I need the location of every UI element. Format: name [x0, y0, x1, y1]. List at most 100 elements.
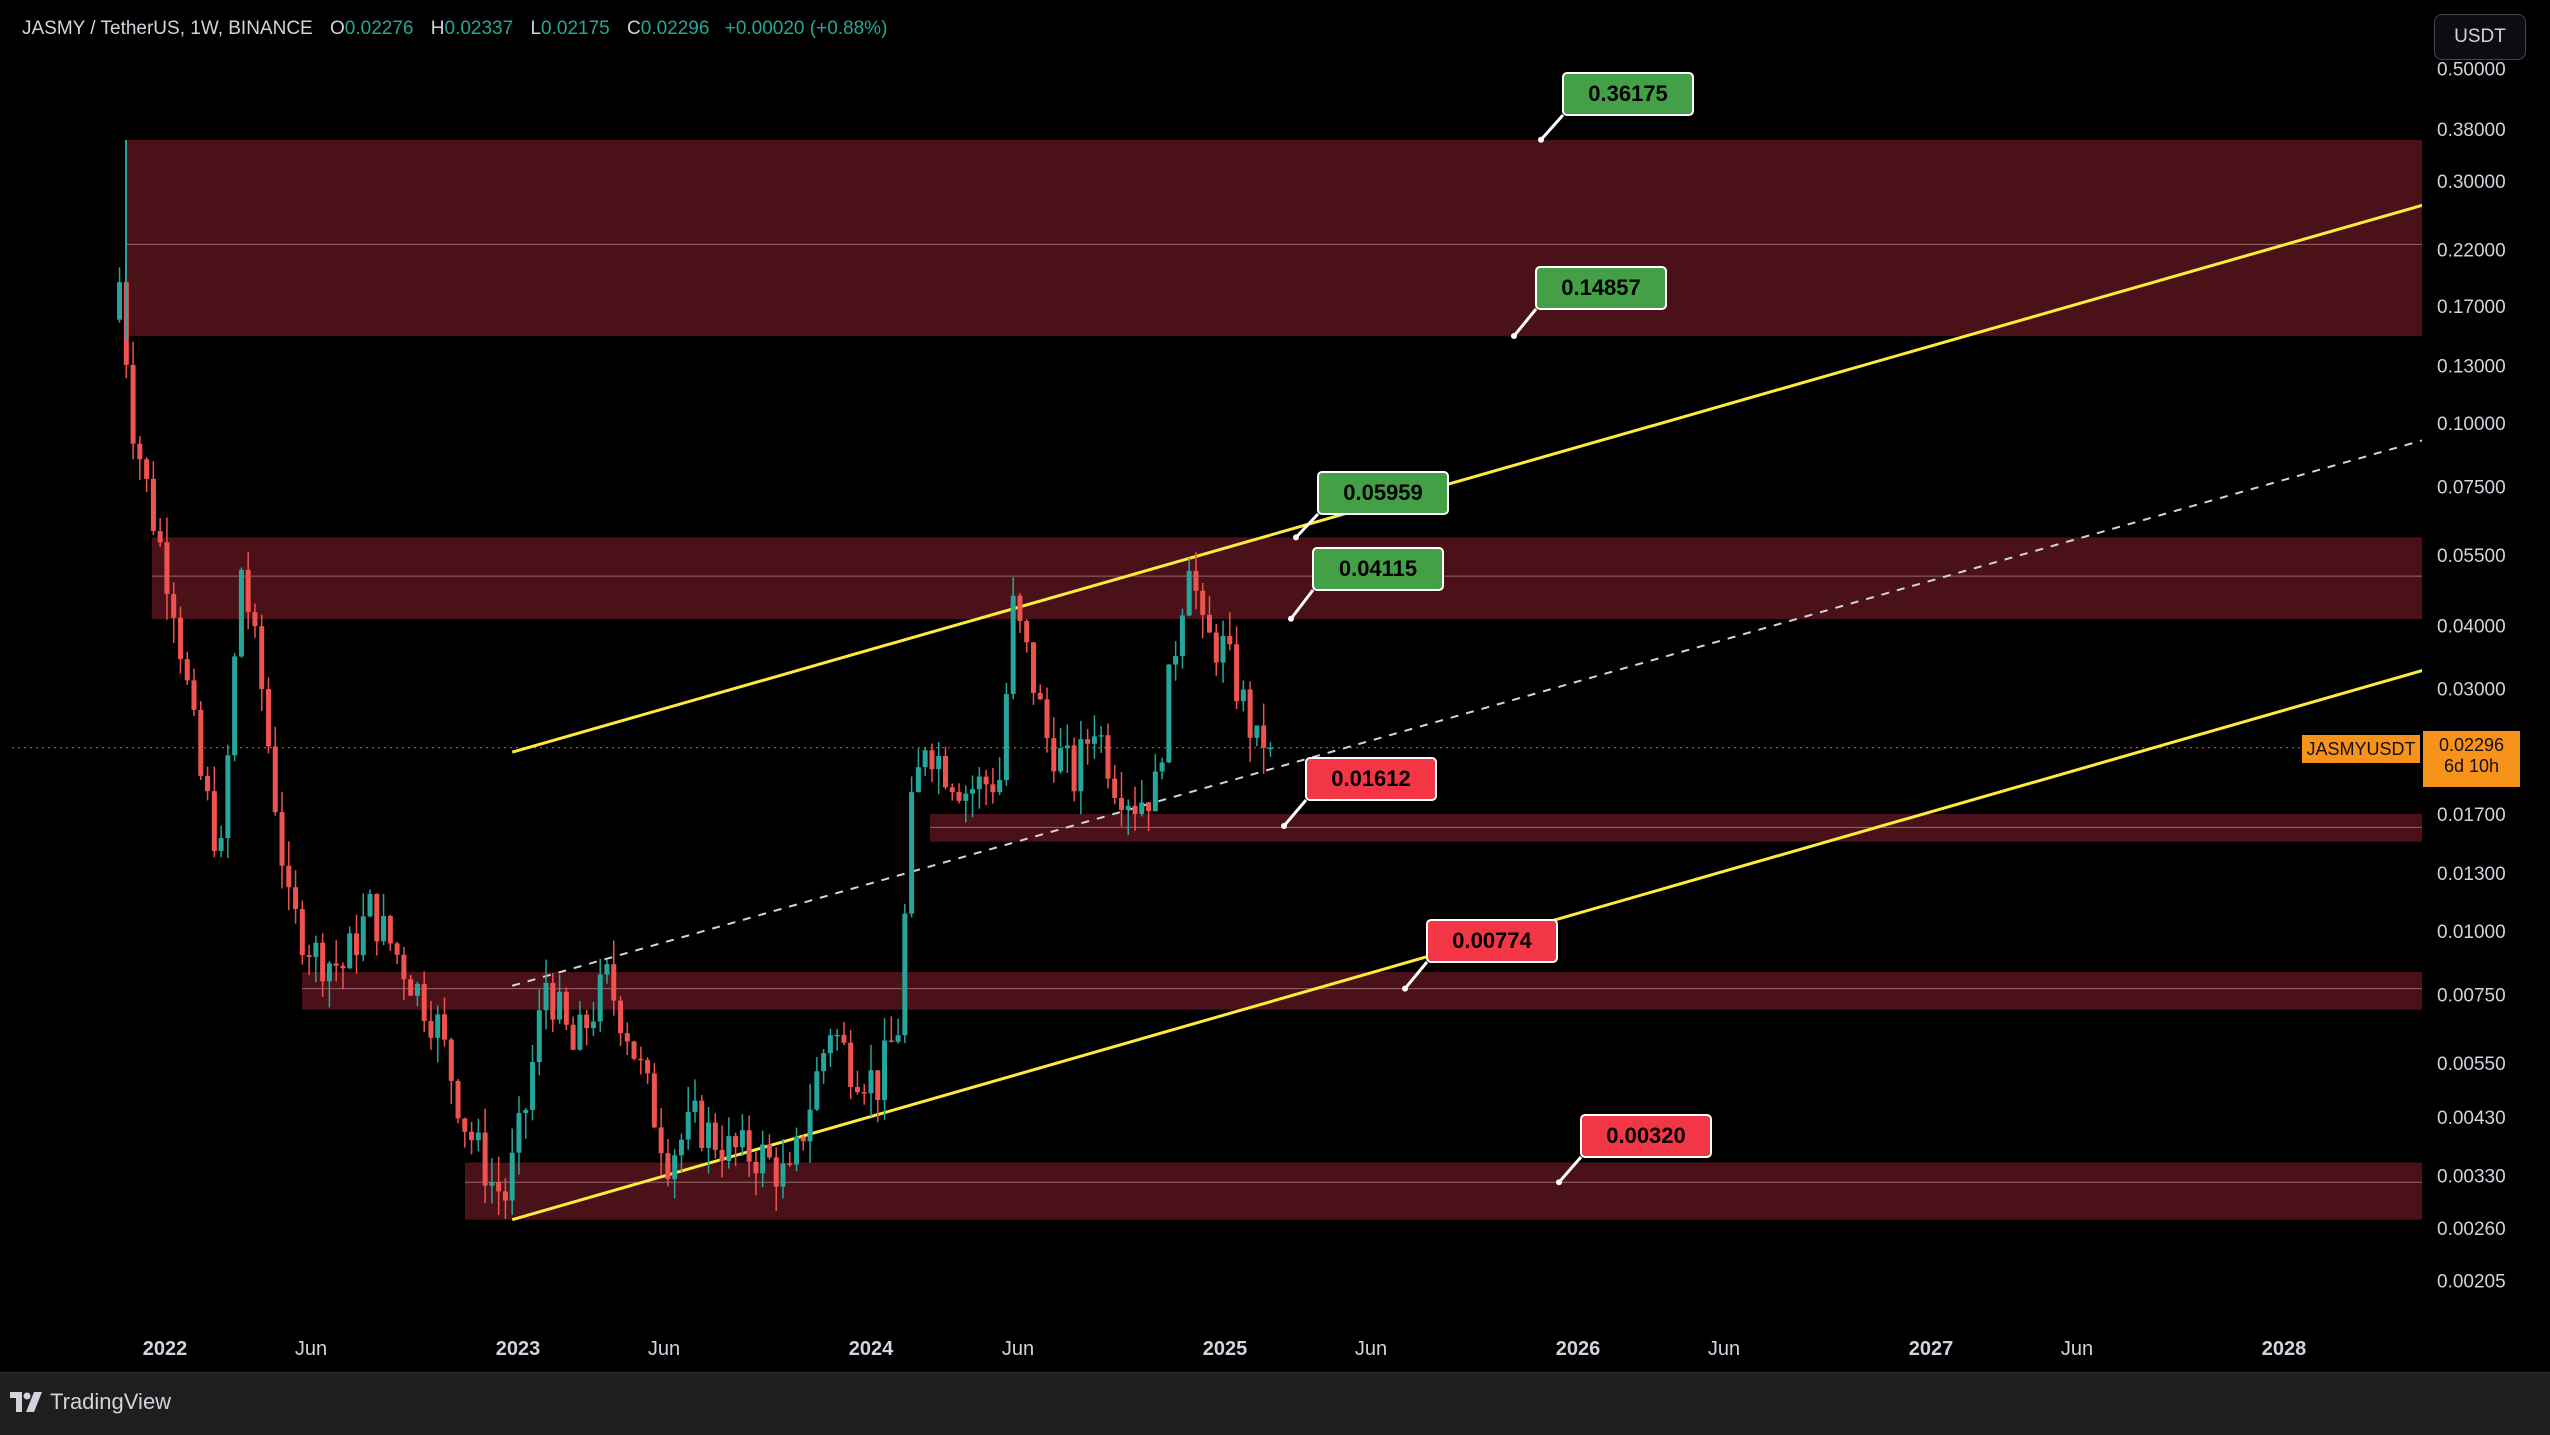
- candle-body: [848, 1042, 854, 1088]
- candle-body: [922, 750, 928, 768]
- candle-body: [326, 963, 332, 982]
- candle-body: [387, 916, 393, 944]
- candle-body: [448, 1039, 454, 1081]
- label-pointer: [1289, 589, 1315, 620]
- candle-body: [441, 1014, 447, 1040]
- y-tick-label: 0.38000: [2437, 120, 2506, 141]
- level-label-box: [1317, 471, 1449, 515]
- high-label: H: [430, 18, 445, 39]
- tradingview-logo[interactable]: TradingView: [10, 1389, 171, 1415]
- level-label-box: [1535, 266, 1667, 310]
- candle-body: [1173, 656, 1179, 665]
- candle-body: [482, 1132, 488, 1186]
- candle-body: [347, 933, 353, 969]
- label-anchor-dot: [1293, 534, 1299, 541]
- x-tick-label: Jun: [648, 1338, 680, 1360]
- candle-body: [557, 991, 563, 1020]
- candle-body: [360, 916, 366, 956]
- candle-body: [787, 1163, 793, 1165]
- candle-body: [374, 893, 380, 942]
- candle-body: [699, 1100, 705, 1148]
- brand-name: TradingView: [50, 1389, 172, 1414]
- currency-unit-button[interactable]: USDT: [2434, 14, 2526, 60]
- candle-body: [963, 793, 969, 801]
- x-tick-label: 2028: [2262, 1338, 2307, 1360]
- candle-body: [401, 954, 407, 980]
- candle-body: [232, 656, 238, 756]
- candle-body: [414, 984, 420, 996]
- symbol-title[interactable]: JASMY / TetherUS, 1W, BINANCE: [22, 18, 313, 39]
- candle-body: [496, 1182, 502, 1192]
- candle-body: [530, 1062, 536, 1110]
- candle-body: [1064, 745, 1070, 749]
- candle-body: [550, 982, 556, 1020]
- candle-body: [726, 1136, 732, 1162]
- candle-body: [340, 965, 346, 969]
- time-axis[interactable]: 2022 Jun 2023 Jun 2024 Jun 2025 Jun 2026 Jun 2027 J…: [143, 1338, 2306, 1360]
- candle-body: [618, 1000, 624, 1034]
- y-tick-label: 0.07500: [2437, 478, 2506, 499]
- high-value: 0.02337: [444, 18, 514, 39]
- candle-body: [1003, 693, 1009, 781]
- candle-body: [408, 979, 414, 996]
- label-pointer: [1403, 961, 1429, 990]
- candle-body: [1179, 615, 1185, 657]
- candle-body: [516, 1113, 522, 1153]
- candle-body: [976, 776, 982, 790]
- y-tick-label: 0.01000: [2437, 922, 2506, 943]
- candle-body: [435, 1014, 441, 1038]
- candle-body: [218, 838, 224, 851]
- price-axis[interactable]: 0.50000 0.38000 0.30000 0.22000 0.17000 0.130…: [2422, 0, 2550, 1372]
- x-tick-label: 2026: [1556, 1338, 1601, 1360]
- candle-body: [834, 1034, 840, 1037]
- y-tick-label: 0.10000: [2437, 414, 2506, 435]
- candle-body: [225, 755, 231, 839]
- label-anchor-dot: [1511, 332, 1517, 339]
- channel-median-line: [511, 411, 2521, 987]
- candle-body: [584, 1014, 590, 1029]
- candle-body: [394, 943, 400, 955]
- level-label-text: 0.00774: [1452, 928, 1532, 953]
- candle-body: [909, 792, 915, 914]
- candle-body: [1037, 692, 1043, 700]
- tradingview-icon: [10, 1392, 42, 1412]
- candle-body: [936, 755, 942, 770]
- level-label-text: 0.00320: [1606, 1123, 1686, 1148]
- candle-body: [1112, 778, 1118, 798]
- candle-body: [597, 974, 603, 1022]
- candlesticks: [117, 140, 1273, 1220]
- candle-body: [827, 1035, 833, 1054]
- zone-band: [152, 537, 2422, 620]
- candle-body: [502, 1191, 508, 1201]
- candle-body: [651, 1073, 657, 1128]
- candle-body: [333, 963, 339, 966]
- zone-band: [302, 972, 2422, 1010]
- candle-body: [665, 1153, 671, 1180]
- candle-body: [245, 569, 251, 613]
- candle-body: [144, 459, 150, 479]
- candle-body: [469, 1131, 475, 1141]
- y-tick-label: 0.00260: [2437, 1219, 2506, 1240]
- candle-body: [746, 1130, 752, 1162]
- candle-body: [205, 775, 211, 792]
- candle-body: [367, 893, 373, 917]
- zone-band: [127, 139, 2422, 336]
- candle-body: [570, 1024, 576, 1050]
- label-anchor-dot: [1281, 822, 1287, 829]
- open-label: O: [330, 18, 345, 39]
- candle-body: [854, 1087, 860, 1093]
- candle-body: [157, 531, 163, 543]
- x-tick-label: 2027: [1909, 1338, 1954, 1360]
- footer-bar: TradingView: [0, 1372, 2550, 1435]
- candle-body: [678, 1139, 684, 1156]
- close-value: 0.02296: [640, 18, 710, 39]
- candle-body: [1017, 595, 1023, 621]
- level-label-box: [1426, 919, 1558, 963]
- candle-body: [1125, 805, 1131, 810]
- level-label-box: [1312, 547, 1444, 591]
- candle-body: [1024, 620, 1030, 643]
- candle-body: [299, 909, 305, 956]
- candle-body: [1105, 735, 1111, 779]
- label-pointer: [1294, 512, 1320, 539]
